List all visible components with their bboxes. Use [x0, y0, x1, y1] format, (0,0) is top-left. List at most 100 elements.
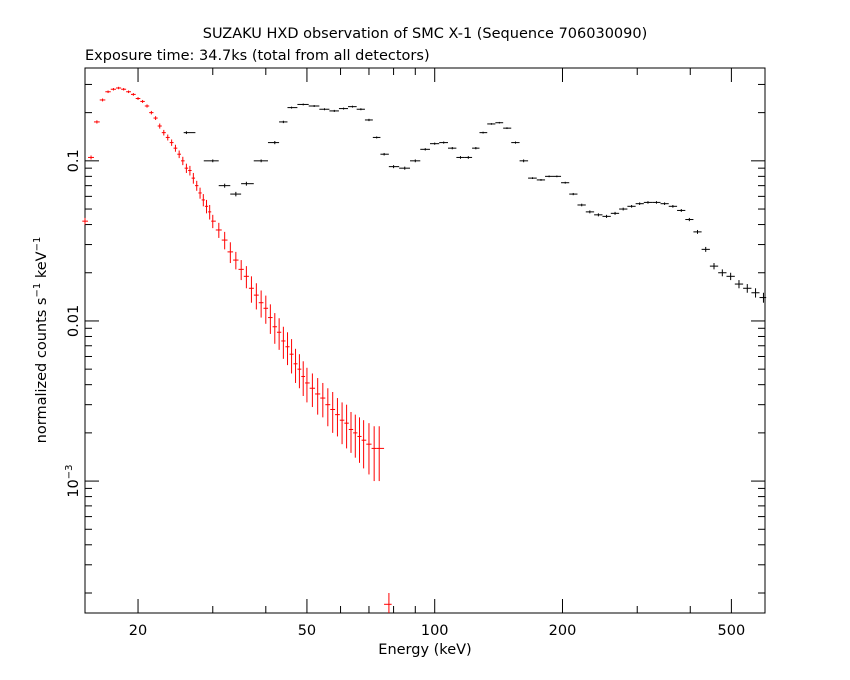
data-point	[135, 97, 141, 100]
data-point	[388, 165, 400, 169]
data-point	[233, 251, 239, 270]
data-point	[335, 398, 340, 437]
data-point	[376, 426, 385, 482]
series-1	[183, 103, 767, 303]
data-point	[258, 290, 264, 318]
data-point	[348, 105, 357, 108]
data-point	[701, 246, 710, 252]
y-tick-label: 10−3	[64, 464, 82, 497]
data-point	[577, 203, 586, 207]
data-point	[356, 108, 365, 111]
data-point	[227, 242, 234, 264]
x-axis-ticks	[137, 68, 766, 613]
data-point	[339, 402, 345, 445]
data-point	[287, 106, 298, 109]
data-point	[759, 292, 767, 303]
chart-subtitle: Exposure time: 34.7ks (total from all de…	[85, 48, 430, 64]
y-tick-label-exponent: −3	[64, 464, 75, 479]
data-point	[208, 204, 212, 220]
x-tick-label: 50	[298, 623, 316, 639]
data-point	[140, 99, 145, 103]
data-point	[198, 187, 202, 199]
data-point	[594, 213, 603, 217]
data-point	[211, 214, 216, 229]
y-axis-label-main: normalized counts s	[34, 298, 50, 444]
data-point	[325, 388, 331, 427]
data-point	[429, 142, 440, 145]
data-point	[338, 107, 349, 110]
data-point	[201, 194, 205, 207]
data-point	[253, 283, 259, 310]
data-point	[121, 88, 127, 91]
data-point	[184, 163, 189, 173]
data-point	[204, 199, 209, 214]
data-point	[267, 141, 280, 145]
x-tick-label: 20	[129, 623, 147, 639]
data-point	[464, 156, 473, 159]
data-point	[511, 141, 520, 144]
data-point	[447, 147, 457, 150]
data-point	[344, 404, 349, 449]
data-point	[285, 332, 290, 366]
x-tick-label: 500	[718, 623, 746, 639]
data-point	[301, 361, 306, 396]
data-point	[279, 120, 288, 124]
data-point	[371, 426, 377, 482]
data-point	[693, 229, 702, 234]
data-point	[183, 131, 196, 135]
data-point	[169, 139, 174, 146]
data-point	[165, 134, 170, 141]
data-point	[177, 150, 181, 159]
x-axis-tick-labels: 20 50 100 200 500	[129, 623, 745, 639]
data-point	[726, 272, 735, 281]
data-point	[297, 354, 302, 389]
data-point	[329, 109, 339, 112]
y-tick-label-text: 10	[66, 479, 82, 497]
data-point	[668, 204, 678, 208]
data-point	[585, 210, 595, 214]
data-point	[253, 159, 268, 163]
data-point	[353, 414, 358, 458]
data-point	[487, 123, 496, 125]
data-point	[191, 172, 196, 184]
data-point	[218, 183, 231, 188]
data-point	[734, 280, 744, 289]
data-point	[569, 192, 578, 196]
data-point	[552, 175, 562, 178]
data-point	[743, 284, 752, 293]
data-point	[652, 201, 661, 204]
data-point	[561, 181, 570, 184]
data-point	[308, 105, 320, 107]
data-point	[161, 129, 166, 136]
data-point	[215, 222, 222, 238]
data-point	[180, 156, 185, 166]
data-point	[88, 155, 94, 160]
data-point	[627, 204, 636, 208]
y-axis-label-exponent-1: −1	[32, 283, 43, 298]
data-point	[157, 123, 162, 129]
data-point	[479, 131, 488, 134]
data-point	[503, 127, 512, 130]
data-point	[319, 108, 330, 111]
data-point	[519, 159, 529, 163]
data-point	[309, 373, 316, 408]
data-point	[610, 211, 620, 215]
data-point	[410, 159, 421, 163]
data-point	[384, 592, 392, 613]
data-point	[348, 412, 354, 453]
data-point	[364, 118, 373, 122]
data-point	[289, 339, 294, 374]
data-point	[230, 191, 242, 197]
data-point	[677, 209, 686, 212]
data-point	[320, 382, 326, 418]
data-point	[105, 90, 111, 94]
plot-frame	[84, 67, 766, 614]
data-point	[238, 260, 244, 281]
data-point	[456, 156, 465, 159]
data-point	[130, 93, 136, 96]
data-point	[243, 266, 249, 289]
data-point	[149, 110, 154, 115]
data-point	[660, 202, 669, 205]
data-point	[203, 159, 219, 163]
